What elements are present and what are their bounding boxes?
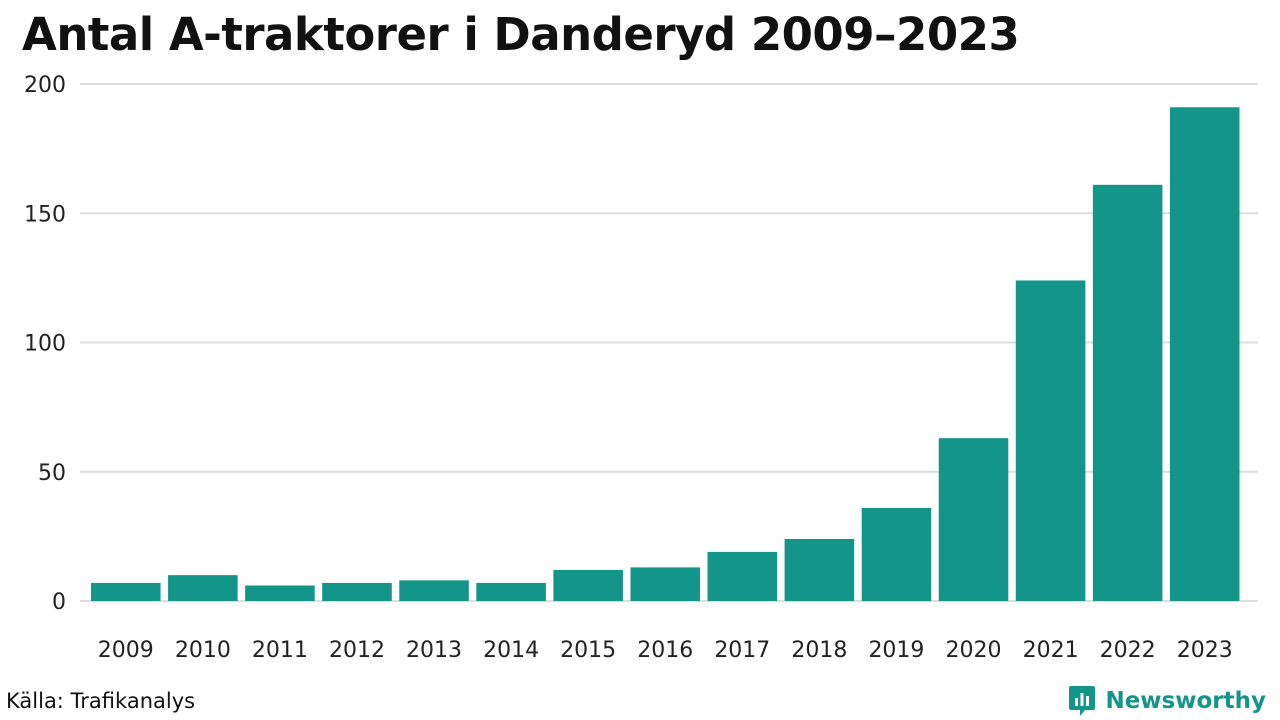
newsworthy-logo-icon xyxy=(1069,686,1096,716)
bar-2019 xyxy=(861,507,932,601)
source-note: Källa: Trafikanalys xyxy=(6,689,196,713)
brand-logo: Newsworthy xyxy=(1067,684,1266,718)
bar-2016 xyxy=(630,567,701,601)
y-tick-label: 100 xyxy=(24,332,66,357)
bar-2012 xyxy=(322,582,392,601)
bar-2014 xyxy=(476,582,546,601)
bar-2017 xyxy=(707,551,778,601)
x-tick-label: 2022 xyxy=(1100,638,1156,663)
x-tick-label: 2019 xyxy=(868,638,924,663)
bar-2011 xyxy=(245,585,315,601)
x-tick-label: 2021 xyxy=(1023,638,1079,663)
bars xyxy=(91,107,1240,601)
y-axis-labels: 0 50 100 150 200 xyxy=(24,73,66,615)
y-tick-label: 50 xyxy=(38,461,66,486)
bar-2010 xyxy=(168,575,238,601)
bar-2013 xyxy=(399,580,469,601)
y-tick-label: 150 xyxy=(24,202,66,227)
bar-2021 xyxy=(1015,280,1086,601)
bar-2022 xyxy=(1092,184,1163,601)
bar-2018 xyxy=(784,538,855,601)
x-tick-label: 2011 xyxy=(252,638,308,663)
x-tick-label: 2012 xyxy=(329,638,385,663)
brand-name: Newsworthy xyxy=(1105,688,1266,714)
x-tick-label: 2014 xyxy=(483,638,539,663)
y-tick-label: 200 xyxy=(24,73,66,98)
x-tick-label: 2023 xyxy=(1177,638,1233,663)
x-tick-label: 2013 xyxy=(406,638,462,663)
x-tick-label: 2017 xyxy=(714,638,770,663)
x-tick-label: 2020 xyxy=(946,638,1002,663)
chart-title: Antal A-traktorer i Danderyd 2009–2023 xyxy=(22,8,1020,61)
x-tick-label: 2015 xyxy=(560,638,616,663)
bar-2009 xyxy=(91,582,161,601)
x-tick-label: 2018 xyxy=(791,638,847,663)
x-axis-labels: 2009 2010 2011 2012 2013 2014 2015 2016 2017 2018… xyxy=(98,638,1233,663)
bar-2020 xyxy=(938,438,1009,601)
bar-2015 xyxy=(553,569,623,601)
bar-2023 xyxy=(1169,107,1240,601)
x-tick-label: 2016 xyxy=(637,638,693,663)
y-tick-label: 0 xyxy=(52,590,66,615)
x-tick-label: 2009 xyxy=(98,638,154,663)
x-tick-label: 2010 xyxy=(175,638,231,663)
